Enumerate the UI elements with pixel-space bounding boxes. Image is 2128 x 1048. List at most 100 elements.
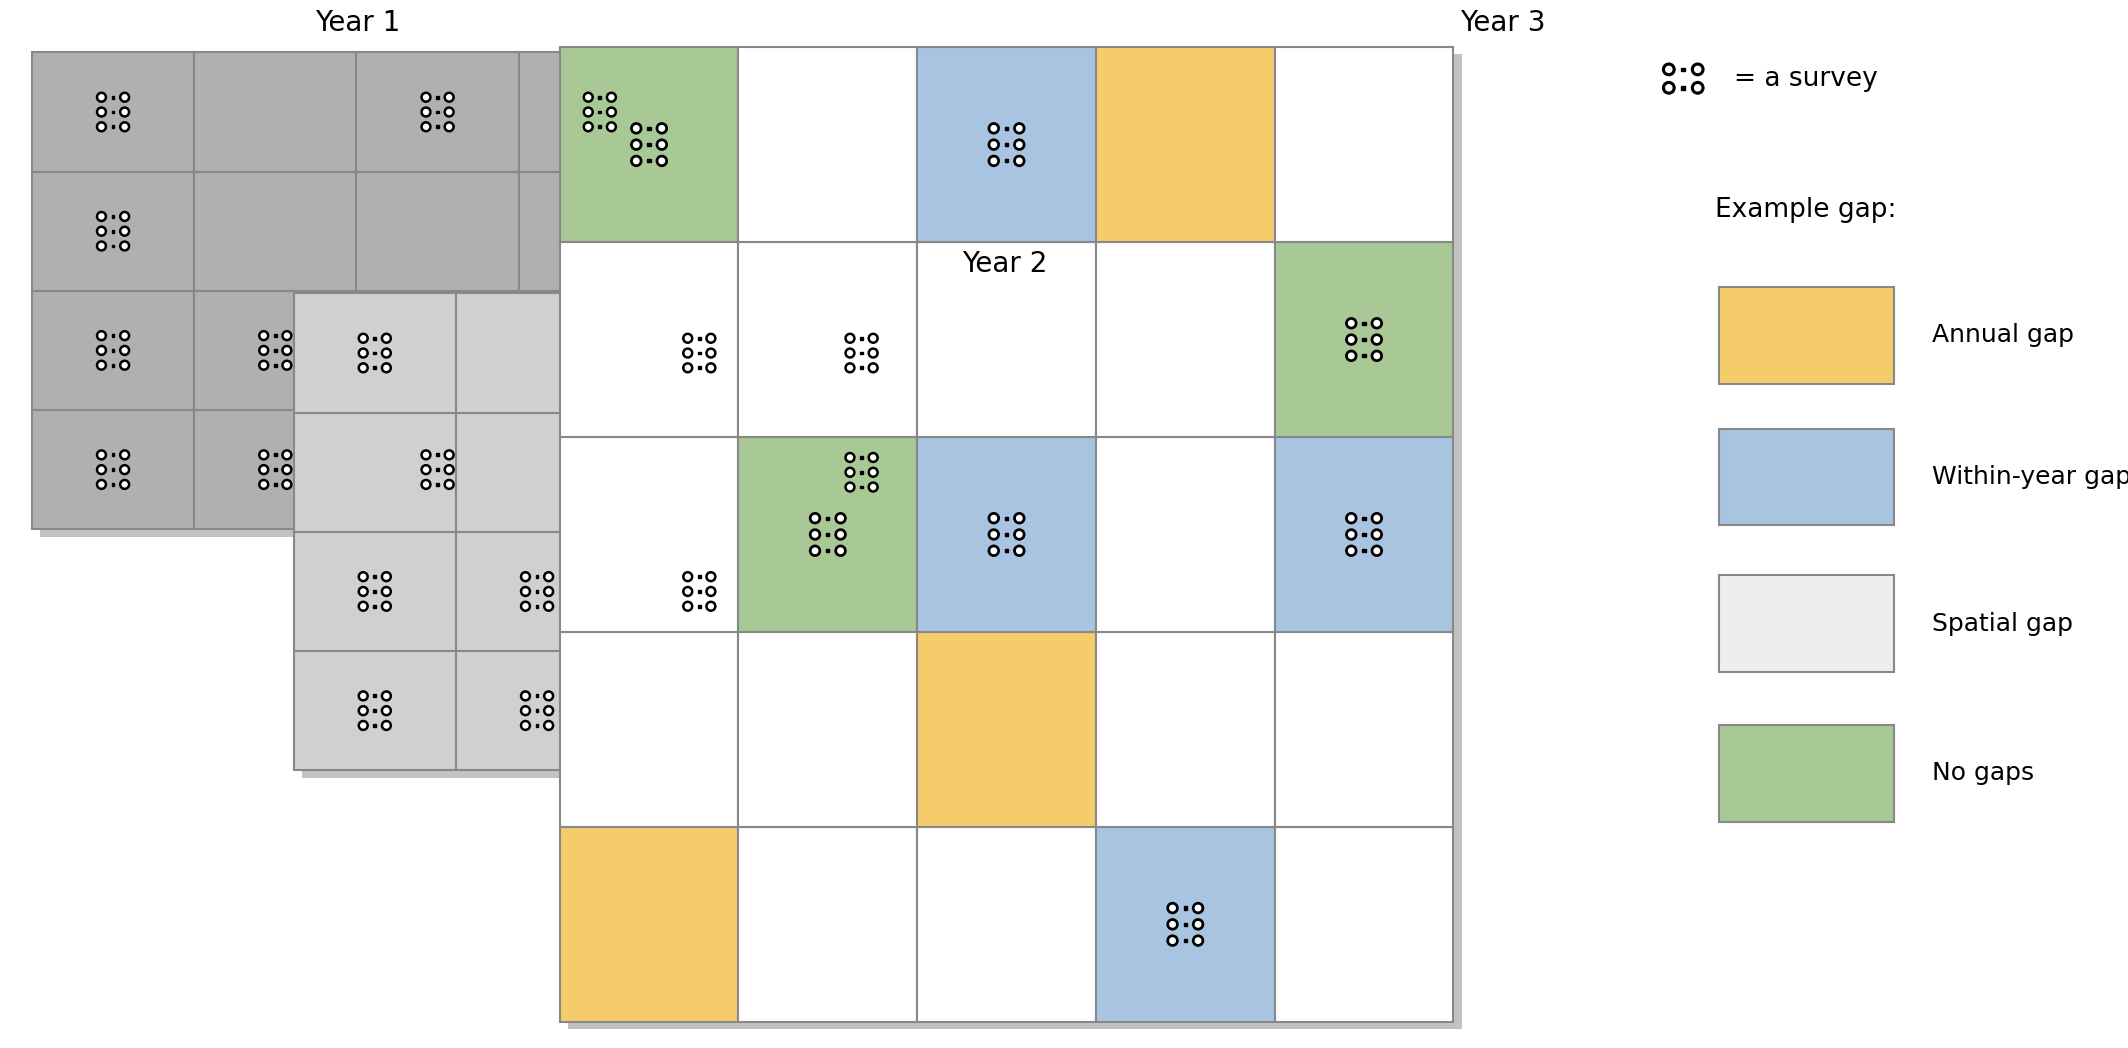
Bar: [1362, 549, 1366, 552]
Ellipse shape: [381, 363, 392, 373]
Ellipse shape: [119, 107, 130, 117]
Ellipse shape: [547, 589, 551, 594]
Ellipse shape: [845, 348, 855, 358]
Ellipse shape: [119, 92, 130, 103]
Ellipse shape: [1013, 155, 1026, 167]
Ellipse shape: [281, 331, 292, 341]
Ellipse shape: [683, 363, 694, 373]
Bar: [598, 126, 602, 128]
Ellipse shape: [523, 708, 528, 713]
Bar: [1096, 242, 1275, 437]
Ellipse shape: [362, 694, 366, 698]
Bar: [455, 651, 617, 770]
Bar: [372, 590, 377, 593]
Ellipse shape: [543, 720, 553, 730]
Ellipse shape: [281, 479, 292, 489]
Ellipse shape: [809, 545, 821, 556]
Ellipse shape: [543, 587, 553, 596]
Bar: [372, 575, 377, 578]
Ellipse shape: [838, 548, 843, 553]
Ellipse shape: [445, 464, 453, 475]
Ellipse shape: [834, 529, 847, 540]
Ellipse shape: [362, 723, 366, 728]
Ellipse shape: [100, 214, 104, 219]
Ellipse shape: [521, 720, 530, 730]
Bar: [617, 651, 781, 770]
Ellipse shape: [121, 348, 128, 353]
Ellipse shape: [119, 450, 130, 460]
Ellipse shape: [358, 691, 368, 701]
Text: = a survey: = a survey: [1734, 66, 1879, 91]
Ellipse shape: [685, 366, 689, 370]
Ellipse shape: [706, 348, 715, 358]
Ellipse shape: [262, 467, 266, 472]
Bar: [698, 605, 700, 608]
Bar: [1096, 47, 1275, 242]
Bar: [860, 471, 864, 474]
Ellipse shape: [630, 123, 643, 134]
Bar: [738, 47, 917, 242]
Ellipse shape: [521, 691, 530, 701]
Ellipse shape: [362, 351, 366, 355]
Ellipse shape: [683, 348, 694, 358]
Ellipse shape: [1349, 531, 1353, 538]
FancyBboxPatch shape: [1719, 575, 1894, 672]
Ellipse shape: [870, 455, 875, 460]
Bar: [738, 242, 917, 437]
Ellipse shape: [121, 482, 128, 487]
Ellipse shape: [281, 346, 292, 355]
Bar: [32, 290, 194, 410]
Ellipse shape: [709, 351, 713, 355]
Bar: [1004, 159, 1009, 162]
Ellipse shape: [1370, 545, 1383, 556]
Bar: [826, 549, 830, 552]
Ellipse shape: [100, 363, 104, 368]
Ellipse shape: [381, 348, 392, 358]
Ellipse shape: [96, 331, 106, 341]
Ellipse shape: [583, 122, 594, 132]
Ellipse shape: [685, 351, 689, 355]
Ellipse shape: [1375, 531, 1379, 538]
Bar: [617, 532, 781, 651]
Ellipse shape: [585, 94, 592, 100]
Ellipse shape: [260, 479, 268, 489]
Ellipse shape: [706, 587, 715, 596]
Bar: [860, 336, 864, 340]
Ellipse shape: [521, 602, 530, 611]
Bar: [32, 52, 194, 172]
Ellipse shape: [868, 348, 879, 358]
Bar: [519, 410, 681, 529]
Bar: [275, 483, 277, 486]
Ellipse shape: [1349, 548, 1353, 553]
Ellipse shape: [1375, 321, 1379, 326]
Ellipse shape: [447, 94, 451, 100]
Ellipse shape: [1694, 85, 1700, 91]
Ellipse shape: [260, 361, 268, 370]
Bar: [455, 413, 617, 531]
Ellipse shape: [1345, 529, 1358, 540]
Bar: [860, 485, 864, 488]
Bar: [1004, 532, 1009, 537]
Bar: [1681, 68, 1685, 71]
Ellipse shape: [547, 604, 551, 609]
Ellipse shape: [119, 241, 130, 250]
Ellipse shape: [992, 158, 996, 163]
Bar: [598, 95, 602, 99]
Ellipse shape: [281, 450, 292, 460]
Ellipse shape: [1370, 350, 1383, 362]
Bar: [302, 301, 951, 778]
Ellipse shape: [1166, 935, 1179, 946]
Text: Within-year gap: Within-year gap: [1932, 465, 2128, 488]
Ellipse shape: [709, 335, 713, 341]
Ellipse shape: [381, 691, 392, 701]
Text: Annual gap: Annual gap: [1932, 324, 2075, 347]
Ellipse shape: [96, 212, 106, 221]
Ellipse shape: [100, 110, 104, 114]
Ellipse shape: [1370, 334, 1383, 345]
Ellipse shape: [285, 348, 289, 353]
Ellipse shape: [121, 125, 128, 129]
Ellipse shape: [100, 243, 104, 248]
Bar: [738, 632, 917, 827]
Ellipse shape: [96, 92, 106, 103]
Ellipse shape: [523, 723, 528, 728]
